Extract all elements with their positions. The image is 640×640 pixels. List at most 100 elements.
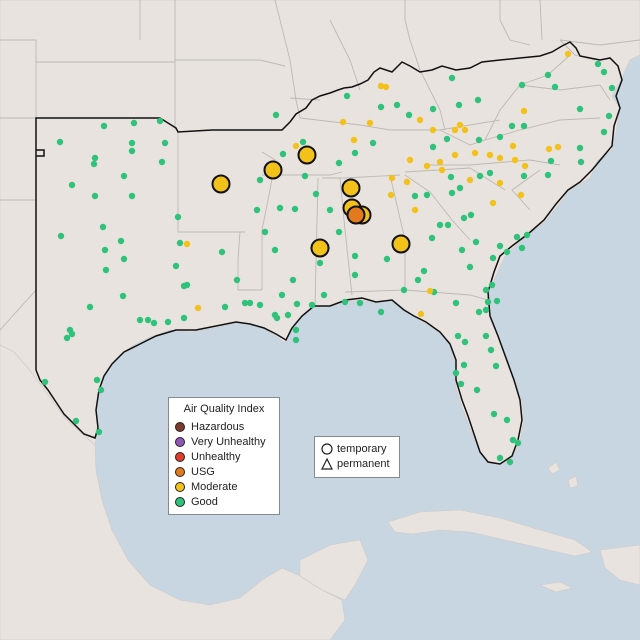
aqi-legend-title: Air Quality Index bbox=[183, 403, 265, 415]
good-station-marker bbox=[351, 271, 359, 279]
good-station-marker bbox=[513, 233, 521, 241]
moderate-station-marker bbox=[387, 191, 395, 199]
good-station-marker bbox=[174, 213, 182, 221]
good-station-marker bbox=[508, 122, 516, 130]
good-station-marker bbox=[514, 439, 522, 447]
legend-item-very-unhealthy: Very Unhealthy bbox=[175, 435, 266, 449]
good-station-marker bbox=[405, 111, 413, 119]
good-station-marker bbox=[233, 276, 241, 284]
legend-item-moderate: Moderate bbox=[175, 480, 237, 494]
moderate-station-marker bbox=[339, 118, 347, 126]
good-station-marker bbox=[423, 191, 431, 199]
good-station-marker bbox=[429, 143, 437, 151]
good-station-marker bbox=[120, 172, 128, 180]
good-station-marker bbox=[63, 334, 71, 342]
moderate-station-marker bbox=[292, 142, 300, 150]
good-station-marker bbox=[56, 138, 64, 146]
moderate-station-marker bbox=[366, 119, 374, 127]
moderate-station-marker bbox=[509, 142, 517, 150]
good-station-marker bbox=[320, 291, 328, 299]
good-station-marker bbox=[467, 211, 475, 219]
good-station-marker bbox=[551, 83, 559, 91]
good-station-marker bbox=[457, 380, 465, 388]
good-station-marker bbox=[316, 259, 324, 267]
good-station-marker bbox=[506, 458, 514, 466]
good-station-marker bbox=[273, 314, 281, 322]
good-station-marker bbox=[594, 60, 602, 68]
good-station-marker bbox=[576, 144, 584, 152]
good-station-marker bbox=[253, 206, 261, 214]
moderate-station-marker bbox=[451, 151, 459, 159]
moderate-station-marker bbox=[411, 206, 419, 214]
good-station-marker bbox=[278, 291, 286, 299]
good-station-marker bbox=[509, 436, 517, 444]
good-station-marker bbox=[452, 299, 460, 307]
cuba bbox=[387, 509, 593, 557]
good-station-marker bbox=[448, 74, 456, 82]
good-station-marker bbox=[284, 311, 292, 319]
good-station-marker bbox=[289, 276, 297, 284]
good-station-marker bbox=[57, 232, 65, 240]
good-station-marker bbox=[547, 157, 555, 165]
moderate-station-marker bbox=[183, 240, 191, 248]
good-station-marker bbox=[102, 266, 110, 274]
good-station-marker bbox=[520, 172, 528, 180]
moderate-station-marker bbox=[429, 126, 437, 134]
good-station-marker bbox=[271, 246, 279, 254]
good-station-marker bbox=[144, 316, 152, 324]
moderate-stations bbox=[183, 50, 572, 318]
circle-icon bbox=[321, 443, 333, 455]
moderate-station-marker bbox=[194, 304, 202, 312]
good-station-marker bbox=[523, 231, 531, 239]
good-station-marker bbox=[456, 184, 464, 192]
good-station-marker bbox=[484, 298, 492, 306]
good-station-marker bbox=[444, 221, 452, 229]
good-station-marker bbox=[461, 338, 469, 346]
good-station-marker bbox=[128, 147, 136, 155]
good-station-marker bbox=[492, 362, 500, 370]
moderate-station-marker bbox=[436, 158, 444, 166]
good-station-marker bbox=[279, 150, 287, 158]
moderate-station-marker bbox=[423, 162, 431, 170]
good-station-marker bbox=[100, 122, 108, 130]
good-station-marker bbox=[486, 169, 494, 177]
good-station-marker bbox=[448, 189, 456, 197]
good-station-marker bbox=[293, 300, 301, 308]
moderate-station-marker bbox=[461, 126, 469, 134]
legend-item-temporary: temporary bbox=[321, 442, 387, 456]
aqi-legend: Air Quality Index Hazardous Very Unhealt… bbox=[168, 397, 280, 515]
good-station-marker bbox=[176, 239, 184, 247]
good-station-marker bbox=[161, 139, 169, 147]
good-station-marker bbox=[605, 112, 613, 120]
legend-item-permanent: permanent bbox=[321, 457, 390, 471]
good-station-marker bbox=[428, 234, 436, 242]
good-station-marker bbox=[493, 297, 501, 305]
good-station-marker bbox=[452, 369, 460, 377]
good-station-marker bbox=[608, 84, 616, 92]
good-station-marker bbox=[472, 238, 480, 246]
good-station-marker bbox=[256, 176, 264, 184]
moderate-station-marker bbox=[438, 166, 446, 174]
good-station-marker bbox=[351, 252, 359, 260]
good-station-marker bbox=[86, 303, 94, 311]
good-station-marker bbox=[292, 326, 300, 334]
good-station-marker bbox=[436, 221, 444, 229]
good-station-marker bbox=[312, 190, 320, 198]
legend-label: Good bbox=[191, 496, 218, 508]
good-station-marker bbox=[335, 228, 343, 236]
good-station-marker bbox=[377, 103, 385, 111]
good-station-marker bbox=[183, 281, 191, 289]
moderate-station-marker bbox=[406, 156, 414, 164]
good-station-marker bbox=[101, 246, 109, 254]
good-station-marker bbox=[476, 172, 484, 180]
good-station-marker bbox=[503, 416, 511, 424]
good-station-marker bbox=[489, 254, 497, 262]
good-station-marker bbox=[454, 332, 462, 340]
good-station-marker bbox=[261, 228, 269, 236]
good-station-marker bbox=[393, 101, 401, 109]
good-station-marker bbox=[272, 111, 280, 119]
usg-temporary-station-marker bbox=[346, 205, 366, 225]
good-station-marker bbox=[128, 139, 136, 147]
moderate-station-marker bbox=[520, 107, 528, 115]
good-station-marker bbox=[68, 330, 76, 338]
